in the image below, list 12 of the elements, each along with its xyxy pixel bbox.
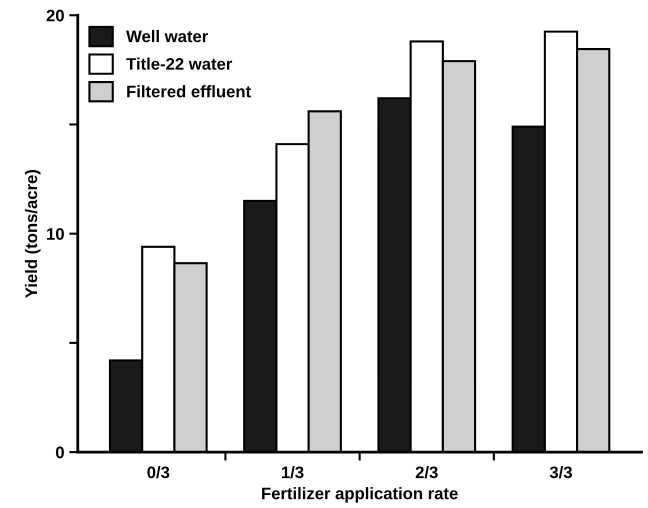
x-tick-label: 2/3 [416, 466, 438, 478]
y-tick-label: 10 [47, 228, 64, 240]
legend-label: Filtered effluent [127, 85, 251, 98]
x-axis-title: Fertilizer application rate [262, 487, 458, 503]
legend-label: Title-22 water [126, 58, 232, 70]
y-tick-label: 20 [46, 10, 64, 22]
x-tick-label: 0/3 [147, 466, 170, 478]
x-tick-label: 1/3 [282, 466, 304, 478]
legend-label: Well water [126, 30, 208, 42]
y-axis-title: Yield (tons/acre) [24, 170, 40, 298]
x-tick-label: 3/3 [550, 466, 572, 478]
y-tick-label: 0 [56, 446, 64, 458]
